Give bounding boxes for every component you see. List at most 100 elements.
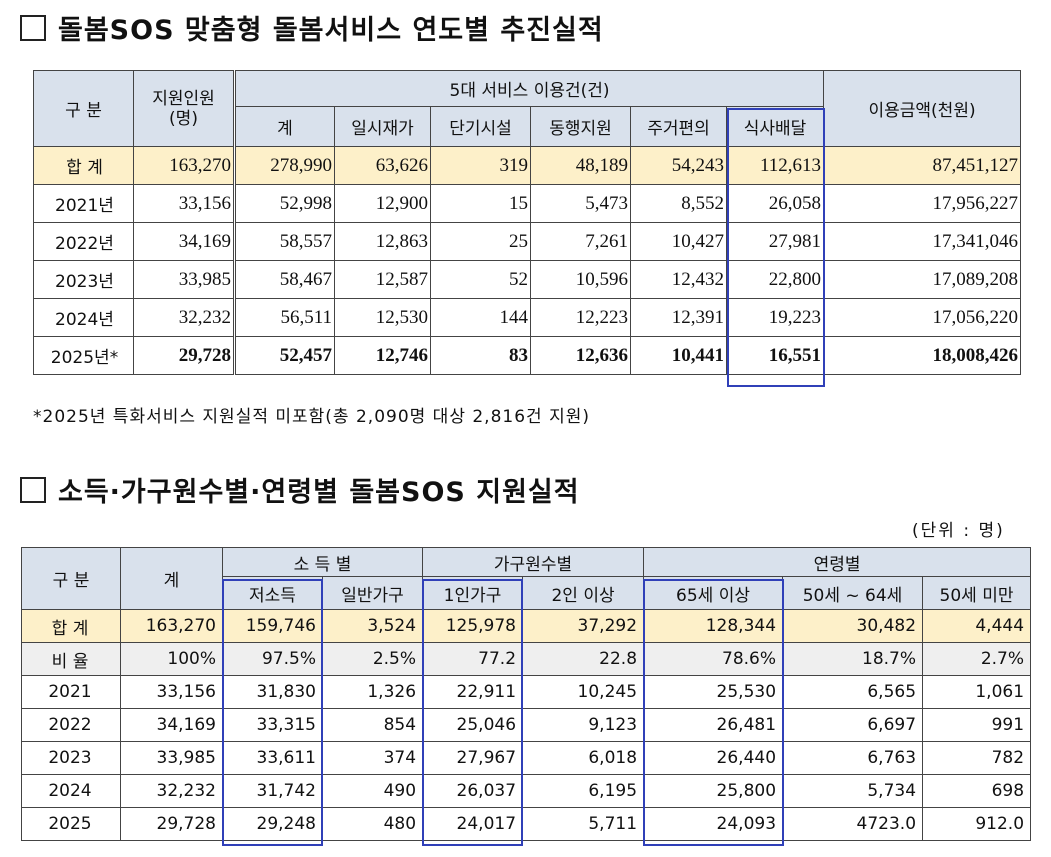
row-label: 2021년 (33, 184, 134, 223)
header-residential: 주거편의 (630, 106, 727, 147)
table-cell: 26,037 (422, 774, 524, 808)
header-category: 구 분 (33, 70, 134, 147)
table-cell: 83 (430, 336, 531, 375)
row-label: 2024년 (33, 298, 134, 337)
table-cell: 33,985 (120, 741, 223, 775)
table-cell: 34,169 (133, 222, 236, 261)
header-age-50-64: 50세 ~ 64세 (782, 576, 924, 610)
table-cell: 33,315 (222, 708, 323, 742)
table-cell: 52,998 (234, 184, 335, 223)
table-cell: 33,611 (222, 741, 323, 775)
table-cell: 6,018 (522, 741, 645, 775)
table-cell: 2.5% (321, 642, 424, 676)
table-cell: 33,156 (120, 675, 223, 709)
table-cell: 3,524 (321, 609, 424, 643)
table-cell: 87,451,127 (823, 146, 1022, 185)
table-cell: 22,800 (725, 260, 825, 299)
table-cell: 25,046 (422, 708, 524, 742)
table-cell: 31,830 (222, 675, 323, 709)
table-cell: 374 (321, 741, 424, 775)
row-label: 2022년 (33, 222, 134, 261)
table-cell: 29,728 (120, 807, 223, 841)
table-cell: 15 (430, 184, 531, 223)
header-short-facility: 단기시설 (430, 106, 531, 147)
table-cell: 125,978 (422, 609, 524, 643)
table-cell: 12,863 (334, 222, 431, 261)
table-cell: 854 (321, 708, 424, 742)
table-cell: 4723.0 (782, 807, 924, 841)
table-cell: 32,232 (120, 774, 223, 808)
table-cell: 6,763 (782, 741, 924, 775)
header-household-group: 가구원수별 (422, 547, 645, 577)
table-cell: 77.2 (422, 642, 524, 676)
table-cell: 18.7% (782, 642, 924, 676)
table-cell: 159,746 (222, 609, 323, 643)
header-two-plus: 2인 이상 (522, 576, 645, 610)
table-cell: 5,473 (530, 184, 631, 223)
table-row: 2023 33,985 33,611 374 27,967 6,018 26,4… (21, 741, 1032, 775)
table-cell: 698 (922, 774, 1032, 808)
row-label: 2021 (21, 675, 121, 709)
table-cell: 163,270 (133, 146, 236, 185)
table-cell: 2.7% (922, 642, 1032, 676)
table-cell: 97.5% (222, 642, 323, 676)
table-cell: 54,243 (630, 146, 727, 185)
table-cell: 4,444 (922, 609, 1032, 643)
table-cell: 6,195 (522, 774, 645, 808)
table-cell: 163,270 (120, 609, 223, 643)
table-cell: 26,440 (643, 741, 784, 775)
table-cell: 27,981 (725, 222, 825, 261)
table-cell: 912.0 (922, 807, 1032, 841)
table-cell: 34,169 (120, 708, 223, 742)
table-row: 2023년 33,985 58,467 12,587 52 10,596 12,… (33, 260, 1022, 299)
header-income-group: 소 득 별 (221, 547, 424, 577)
table-cell: 37,292 (522, 609, 645, 643)
header-people: 지원인원 (명) (133, 70, 236, 147)
header-general: 일반가구 (321, 576, 424, 610)
table-cell: 12,587 (334, 260, 431, 299)
table-cell: 112,613 (725, 146, 825, 185)
table-cell: 63,626 (334, 146, 431, 185)
header-age-65: 65세 이상 (643, 576, 784, 610)
header-age-group: 연령별 (643, 547, 1032, 577)
table-cell: 24,017 (422, 807, 524, 841)
header-temp-housekeeping: 일시재가 (334, 106, 431, 147)
table-cell: 32,232 (133, 298, 236, 337)
footnote: *2025년 특화서비스 지원실적 미포함(총 2,090명 대상 2,816건… (33, 407, 590, 427)
table-cell: 12,432 (630, 260, 727, 299)
table-cell: 58,557 (234, 222, 335, 261)
row-label: 2022 (21, 708, 121, 742)
header-age-under-50: 50세 미만 (922, 576, 1032, 610)
table-cell: 17,056,220 (823, 298, 1022, 337)
table-cell: 144 (430, 298, 531, 337)
table-cell: 29,728 (133, 336, 236, 375)
table-row: 비 율 100% 97.5% 2.5% 77.2 22.8 78.6% 18.7… (21, 642, 1032, 676)
row-label: 비 율 (21, 642, 121, 676)
table-cell: 33,156 (133, 184, 236, 223)
row-label: 2025년* (33, 336, 134, 375)
table-cell: 782 (922, 741, 1032, 775)
table-cell: 33,985 (133, 260, 236, 299)
table-cell: 10,427 (630, 222, 727, 261)
table-cell: 12,530 (334, 298, 431, 337)
table-cell: 48,189 (530, 146, 631, 185)
header-amount: 이용금액(천원) (823, 70, 1022, 147)
table-cell: 22,911 (422, 675, 524, 709)
table-cell: 30,482 (782, 609, 924, 643)
table-cell: 56,511 (234, 298, 335, 337)
table-row: 합 계 163,270 159,746 3,524 125,978 37,292… (21, 609, 1032, 643)
row-label: 2025 (21, 807, 121, 841)
table-row: 합 계 163,270 278,990 63,626 319 48,189 54… (33, 146, 1022, 185)
table-cell: 25,800 (643, 774, 784, 808)
table-row: 2025 29,728 29,248 480 24,017 5,711 24,0… (21, 807, 1032, 841)
table-cell: 19,223 (725, 298, 825, 337)
table-cell: 12,223 (530, 298, 631, 337)
table-cell: 26,481 (643, 708, 784, 742)
table-cell: 25,530 (643, 675, 784, 709)
checkbox-square-icon (20, 477, 46, 503)
header-meal: 식사배달 (725, 106, 825, 147)
header-accompany: 동행지원 (530, 106, 631, 147)
table-cell: 29,248 (222, 807, 323, 841)
unit-label: (단위 : 명) (912, 521, 1005, 541)
table-cell: 480 (321, 807, 424, 841)
